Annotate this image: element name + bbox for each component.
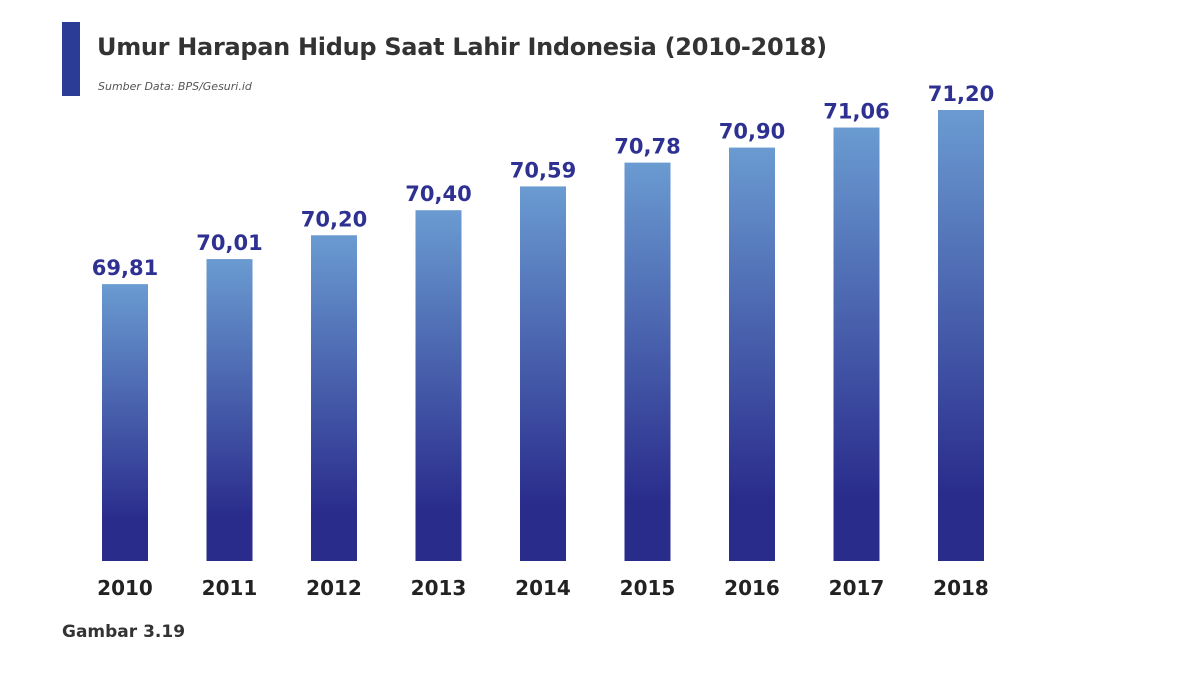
bar-2017 <box>833 127 880 562</box>
bar-2018 <box>938 110 984 561</box>
bars <box>102 110 984 562</box>
value-label-2015: 70,78 <box>614 135 680 159</box>
value-label-2011: 70,01 <box>196 231 262 255</box>
value-label-2018: 71,20 <box>928 82 994 106</box>
figure-caption: Gambar 3.19 <box>62 622 186 642</box>
value-label-2013: 70,40 <box>405 182 471 206</box>
value-label-2017: 71,06 <box>823 100 889 124</box>
value-label-2012: 70,20 <box>301 207 367 231</box>
bar-2010 <box>102 284 148 561</box>
bar-2015 <box>624 162 671 561</box>
x-tick-label-2013: 2013 <box>411 576 467 600</box>
x-tick-label-2016: 2016 <box>724 576 780 600</box>
x-tick-label-2010: 2010 <box>97 576 153 600</box>
x-tick-label-2015: 2015 <box>620 576 676 600</box>
bar-2014 <box>520 186 566 562</box>
title-accent-bar <box>62 22 80 96</box>
value-label-2016: 70,90 <box>719 120 785 144</box>
x-tick-label-2018: 2018 <box>933 576 989 600</box>
value-label-2010: 69,81 <box>92 256 158 280</box>
chart-source: Sumber Data: BPS/Gesuri.id <box>98 80 252 93</box>
chart-title: Umur Harapan Hidup Saat Lahir Indonesia … <box>97 33 827 61</box>
x-tick-label-2014: 2014 <box>515 576 571 600</box>
bar-2012 <box>311 235 357 561</box>
x-tick-label-2012: 2012 <box>306 576 362 600</box>
x-tick-label-2011: 2011 <box>202 576 258 600</box>
x-tick-labels: 2010 2011 2012 2013 2014 2015 2016 2017 2018 <box>97 576 989 600</box>
value-label-2014: 70,59 <box>510 158 576 182</box>
x-tick-label-2017: 2017 <box>829 576 885 600</box>
bar-2013 <box>415 210 462 561</box>
bar-2016 <box>729 147 775 562</box>
value-labels: 69,81 70,01 70,20 70,40 70,59 70,78 70,90 71,06… <box>92 82 994 280</box>
bar-2011 <box>206 259 253 561</box>
